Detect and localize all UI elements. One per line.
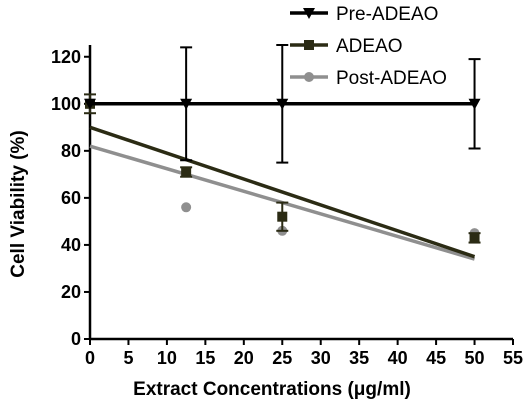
data-point [276,98,289,110]
x-axis-title: Extract Concentrations (μg/ml) [133,379,411,400]
x-tick-label: 25 [272,348,292,368]
legend-label: Post-ADEAO [336,68,447,89]
y-axis-title: Cell Viability (%) [8,130,29,277]
data-point [181,202,192,213]
x-tick-label: 5 [123,348,133,368]
data-point [469,232,480,243]
y-tick-label: 0 [71,329,81,349]
series-pre-adeao [84,44,481,164]
legend-marker [304,72,314,82]
data-point [277,211,288,222]
y-tick-label: 60 [61,188,81,208]
y-tick-label: 80 [61,141,81,161]
y-tick-label: 40 [61,235,81,255]
series-adeao [84,93,481,259]
x-tick-label: 45 [426,348,446,368]
legend-marker [303,8,315,19]
legend-label: Pre-ADEAO [336,4,438,25]
y-tick-label: 20 [61,282,81,302]
x-tick-label: 0 [85,348,95,368]
x-tick-label: 30 [311,348,331,368]
y-tick-label: 100 [51,94,81,114]
data-point [181,167,192,178]
y-tick-label: 120 [51,47,81,67]
fit-line [89,125,476,259]
legend-label: ADEAO [336,36,403,57]
x-tick-label: 10 [157,348,177,368]
legend-marker [304,40,314,50]
x-tick-label: 55 [503,348,523,368]
x-tick-label: 40 [388,348,408,368]
data-point [468,98,481,110]
x-tick-label: 20 [234,348,254,368]
x-tick-label: 50 [465,348,485,368]
legend: Pre-ADEAO ADEAO Post-ADEAO [290,4,447,89]
data-point [84,98,96,110]
x-tick-label: 35 [349,348,369,368]
data-point [180,98,193,110]
x-tick-label: 15 [195,348,215,368]
